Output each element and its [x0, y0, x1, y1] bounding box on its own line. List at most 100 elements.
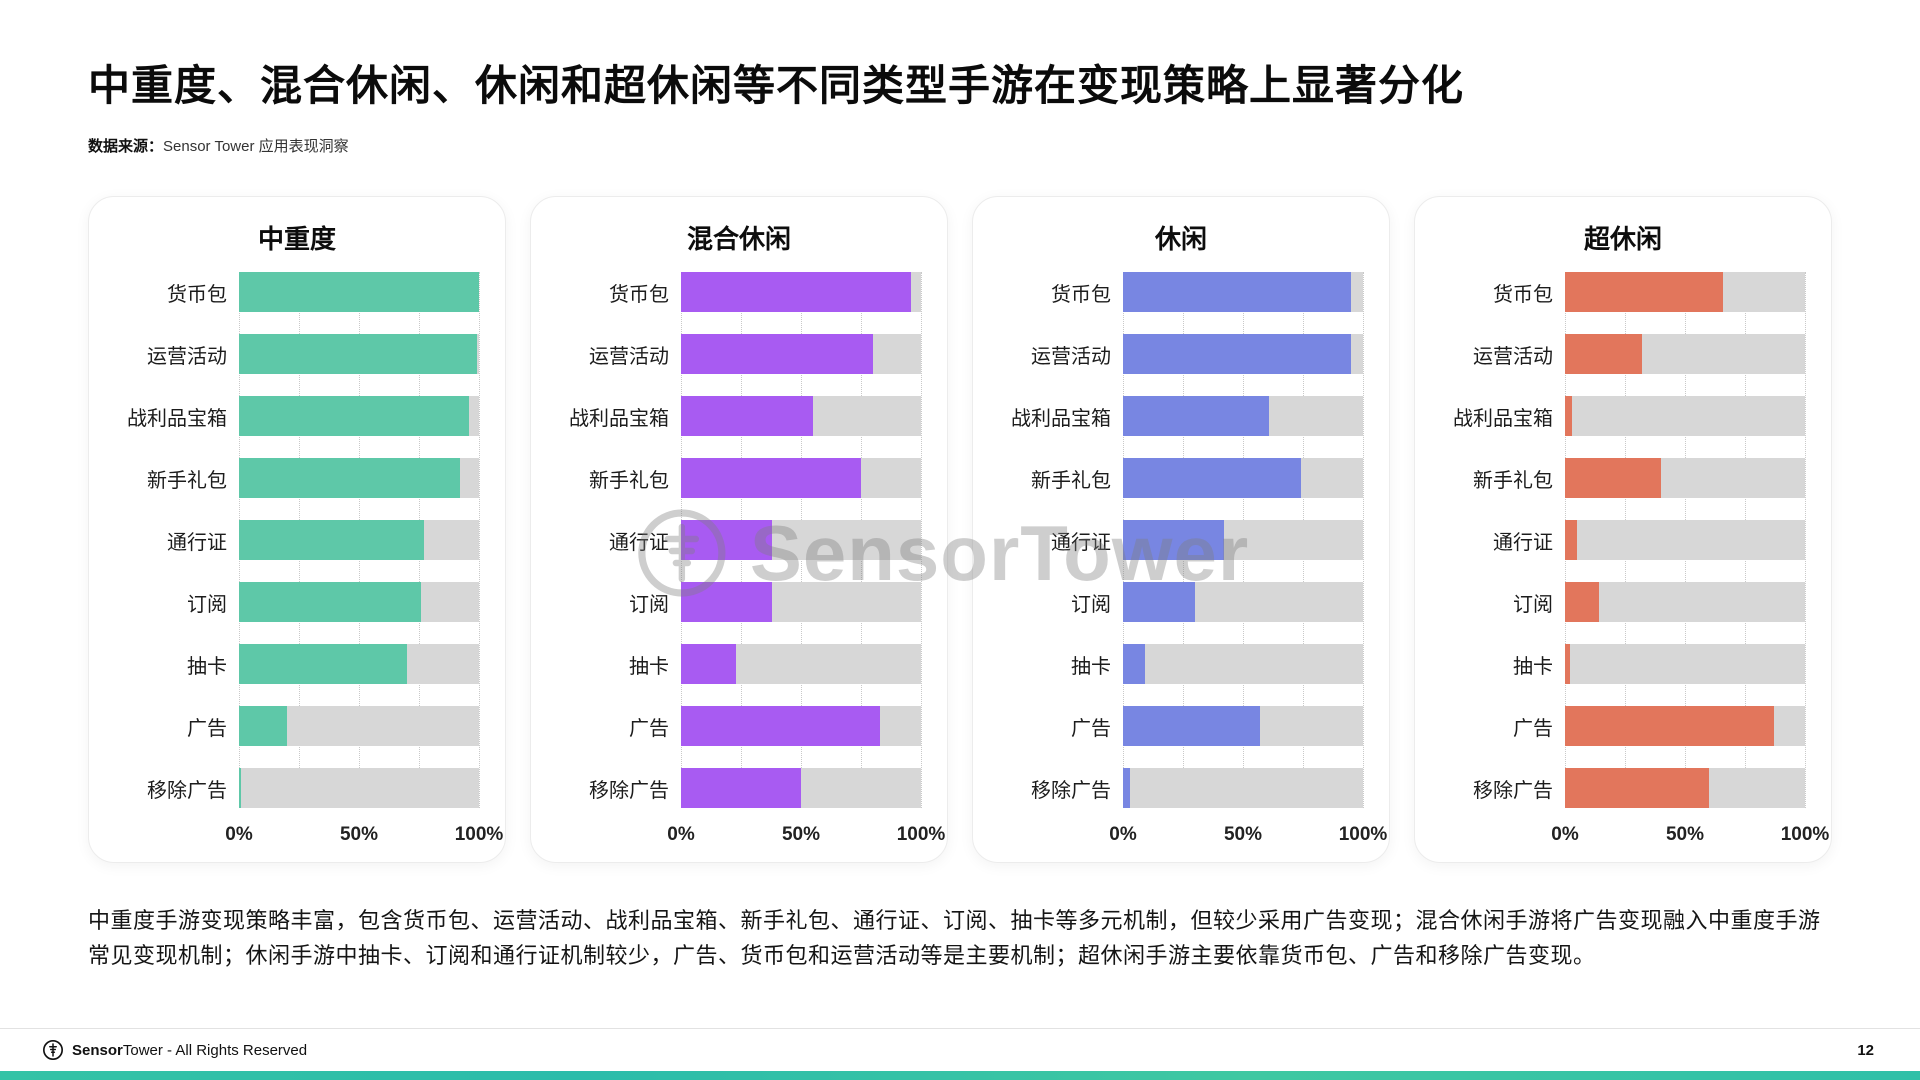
bar-track — [681, 396, 921, 436]
bar-label: 订阅 — [1071, 593, 1111, 616]
bar-row: 货币包 — [1441, 272, 1805, 312]
bar-label: 战利品宝箱 — [127, 407, 227, 430]
bar-fill — [681, 458, 861, 498]
x-axis-tick: 100% — [1338, 824, 1388, 845]
bar-track — [239, 396, 479, 436]
bar-track — [1123, 272, 1363, 312]
bar-track — [1565, 768, 1805, 808]
bar-label: 运营活动 — [589, 345, 669, 368]
bar-fill — [681, 644, 737, 684]
x-axis: 0% 50% 100% — [225, 814, 503, 852]
footer-brand-text: SensorTower - All Rights Reserved — [72, 1042, 307, 1059]
bar-track — [1123, 520, 1363, 560]
x-axis-tick: 100% — [1780, 824, 1830, 845]
bar-label: 战利品宝箱 — [569, 407, 669, 430]
bar-track — [1565, 644, 1805, 684]
bar-row: 通行证 — [557, 520, 921, 560]
bar-fill — [681, 706, 881, 746]
bar-row: 广告 — [115, 706, 479, 746]
bar-label: 通行证 — [1051, 531, 1111, 554]
bar-fill — [239, 520, 424, 560]
bar-label: 抽卡 — [187, 655, 227, 678]
bar-row: 运营活动 — [999, 334, 1363, 374]
bar-fill — [1565, 396, 1573, 436]
chart-plot-area: 货币包 运营活动 战利品宝箱 新手礼包 通行证 订阅 抽卡 广告 移除广告 — [557, 272, 922, 808]
bar-label: 移除广告 — [589, 779, 669, 802]
x-axis: 0% 50% 100% — [1551, 814, 1829, 852]
x-axis-tick: 50% — [1665, 824, 1705, 845]
bar-fill — [1123, 520, 1224, 560]
bar-label: 通行证 — [167, 531, 227, 554]
bar-row: 货币包 — [557, 272, 921, 312]
bar-row: 运营活动 — [1441, 334, 1805, 374]
bar-row: 广告 — [557, 706, 921, 746]
bar-row: 通行证 — [115, 520, 479, 560]
x-axis-tick: 0% — [1551, 824, 1579, 845]
bar-fill — [681, 582, 773, 622]
bar-track — [1565, 706, 1805, 746]
bar-row: 运营活动 — [115, 334, 479, 374]
bar-label: 新手礼包 — [1473, 469, 1553, 492]
bar-fill — [239, 272, 479, 312]
bar-fill — [1565, 768, 1709, 808]
bar-fill — [681, 272, 912, 312]
x-axis-tick: 0% — [667, 824, 695, 845]
charts-row: 中重度货币包运营活动战利品宝箱新手礼包通行证订阅抽卡广告移除广告 0% 50% 100… — [88, 196, 1832, 863]
bar-fill — [1565, 334, 1642, 374]
footer: SensorTower - All Rights Reserved 12 — [0, 1028, 1920, 1071]
chart-plot-area: 货币包 运营活动 战利品宝箱 新手礼包 通行证 订阅 抽卡 广告 移除广告 — [999, 272, 1364, 808]
x-axis: 0% 50% 100% — [667, 814, 945, 852]
bar-fill — [681, 396, 813, 436]
bar-track — [1565, 582, 1805, 622]
x-axis-tick: 100% — [896, 824, 946, 845]
bar-row: 抽卡 — [999, 644, 1363, 684]
bar-track — [239, 706, 479, 746]
bar-label: 广告 — [1071, 717, 1111, 740]
chart-panel-title: 中重度 — [257, 224, 336, 254]
bar-track — [239, 272, 479, 312]
bar-row: 抽卡 — [1441, 644, 1805, 684]
page-number: 12 — [1857, 1041, 1874, 1059]
bar-row: 新手礼包 — [999, 458, 1363, 498]
bar-label: 通行证 — [609, 531, 669, 554]
bar-label: 广告 — [1513, 717, 1553, 740]
bar-fill — [239, 334, 477, 374]
bar-label: 抽卡 — [1071, 655, 1111, 678]
bar-track — [1565, 334, 1805, 374]
bar-track — [681, 272, 921, 312]
bar-row: 广告 — [1441, 706, 1805, 746]
sensortower-logo-icon — [43, 1040, 63, 1060]
footer-brand-light: Tower — [122, 1041, 163, 1059]
bar-fill — [1123, 334, 1351, 374]
chart-plot-area: 货币包 运营活动 战利品宝箱 新手礼包 通行证 订阅 抽卡 广告 移除广告 — [1441, 272, 1806, 808]
bar-label: 移除广告 — [1473, 779, 1553, 802]
bar-label: 移除广告 — [147, 779, 227, 802]
bar-fill — [1123, 768, 1131, 808]
bar-fill — [1565, 458, 1661, 498]
chart-panel-3: 休闲 货币包 运营活动 战利品宝箱 新手礼包 通行证 订阅 抽卡 广告 移除广告 0% 50% 100% — [972, 196, 1390, 863]
bar-label: 战利品宝箱 — [1453, 407, 1553, 430]
bar-label: 货币包 — [609, 283, 669, 306]
bar-label: 广告 — [629, 717, 669, 740]
chart-panel-title: 休闲 — [1154, 224, 1207, 254]
bar-row: 移除广告 — [1441, 768, 1805, 808]
bottom-accent-bar — [0, 1071, 1920, 1080]
bar-fill — [1123, 706, 1260, 746]
bar-fill — [1565, 582, 1599, 622]
bar-track — [1123, 706, 1363, 746]
bar-track — [1123, 582, 1363, 622]
bar-label: 货币包 — [1493, 283, 1553, 306]
x-axis-tick: 50% — [781, 824, 821, 845]
bar-track — [681, 644, 921, 684]
data-source-label: 数据来源： — [88, 138, 164, 155]
bar-label: 运营活动 — [1031, 345, 1111, 368]
bar-track — [681, 582, 921, 622]
bar-fill — [239, 644, 407, 684]
bar-row: 移除广告 — [115, 768, 479, 808]
bar-fill — [1123, 644, 1145, 684]
x-axis-tick: 0% — [225, 824, 253, 845]
bar-row: 战利品宝箱 — [115, 396, 479, 436]
bar-fill — [681, 334, 873, 374]
bar-label: 抽卡 — [1513, 655, 1553, 678]
bar-track — [1565, 396, 1805, 436]
